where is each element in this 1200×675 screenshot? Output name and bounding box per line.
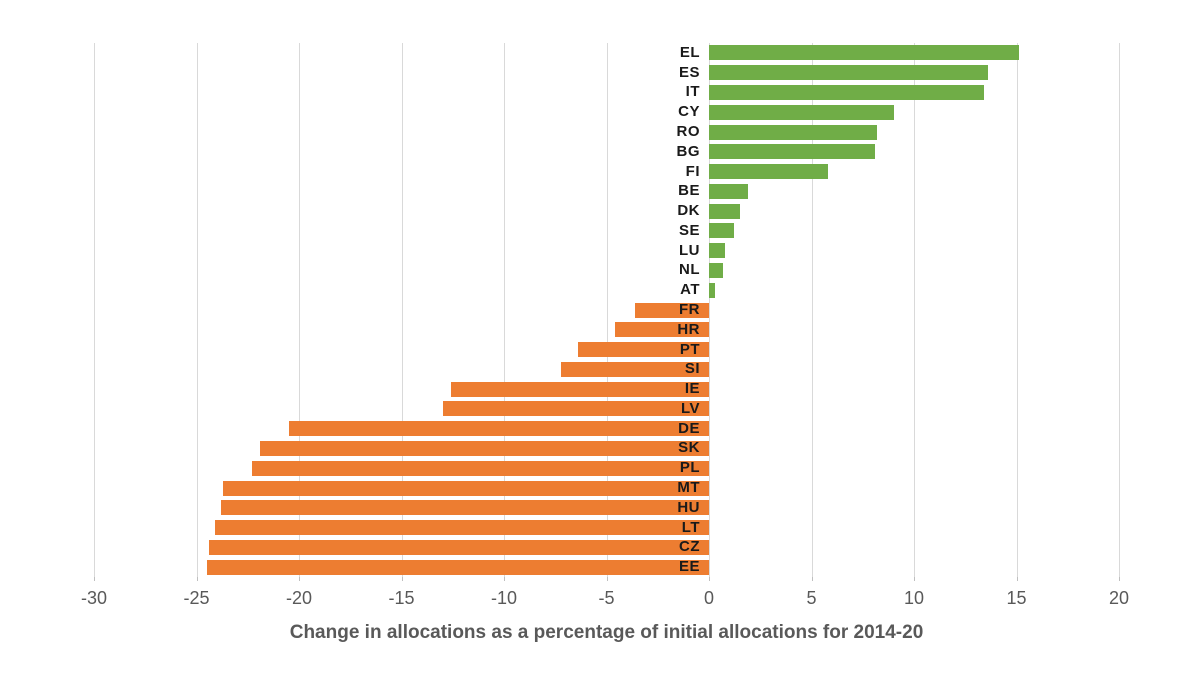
category-label-nl: NL — [679, 261, 700, 279]
category-label-si: SI — [684, 360, 700, 378]
category-label-ro: RO — [676, 123, 700, 140]
bar-mt — [223, 480, 709, 496]
bar-sk — [260, 440, 709, 456]
gridline — [606, 43, 608, 577]
category-label-pt: PT — [679, 340, 700, 358]
category-label-fi: FI — [685, 162, 700, 180]
x-tick-label: -25 — [183, 588, 210, 608]
category-label-lv: LV — [680, 399, 700, 417]
bar-cy — [709, 104, 894, 120]
axis-tick — [299, 577, 300, 581]
x-tick-label: 20 — [1108, 588, 1130, 608]
x-tick-label: -30 — [80, 588, 107, 608]
x-axis-title: Change in allocations as a percentage of… — [289, 622, 924, 643]
bar-fr — [635, 302, 709, 318]
gridline — [811, 43, 813, 577]
bar-el — [709, 45, 1019, 61]
category-label-ie: IE — [684, 380, 700, 398]
bar-lt — [214, 520, 709, 536]
category-label-el: EL — [679, 43, 700, 61]
axis-tick — [504, 577, 505, 581]
bar-ro — [709, 124, 878, 140]
bar-ie — [450, 381, 709, 397]
gridline — [709, 43, 710, 577]
axis-tick — [94, 577, 95, 581]
gridline — [299, 43, 300, 577]
bar-at — [709, 282, 716, 298]
category-label-be: BE — [678, 182, 700, 200]
bar-bg — [709, 144, 876, 160]
x-tick-label: 15 — [1006, 588, 1027, 608]
category-label-se: SE — [678, 221, 700, 239]
axis-tick — [1119, 577, 1120, 581]
gridline — [1119, 43, 1120, 577]
category-label-es: ES — [678, 63, 700, 81]
x-tick-label: -15 — [388, 588, 415, 608]
plot-area: -30 -25 -20 -15 -10 -5 0 5 10 15 20 EL ES IT CY RO BG FI B… — [81, 43, 1129, 608]
category-label-dk: DK — [677, 202, 700, 220]
bar-si — [561, 361, 709, 377]
category-label-bg: BG — [676, 142, 700, 160]
category-label-hr: HR — [677, 320, 700, 338]
bar-pl — [251, 460, 709, 476]
axis-tick — [1016, 577, 1018, 581]
axis-tick — [811, 577, 813, 581]
category-label-at: AT — [680, 281, 700, 299]
gridline — [1016, 43, 1018, 577]
category-label-hu: HU — [677, 498, 700, 516]
bar-be — [709, 183, 748, 199]
bar-ee — [206, 559, 709, 575]
bar-nl — [709, 262, 724, 278]
category-label-it: IT — [685, 83, 700, 101]
axis-tick — [606, 577, 608, 581]
bar-lu — [709, 243, 726, 259]
bar-fi — [709, 164, 828, 180]
x-tick-label: 5 — [806, 588, 817, 608]
gridline — [94, 43, 95, 577]
category-label-fr: FR — [679, 301, 700, 318]
category-label-sk: SK — [678, 439, 700, 457]
bar-pt — [577, 342, 709, 358]
axis-tick — [709, 577, 710, 581]
category-label-lt: LT — [681, 518, 700, 536]
x-tick-label: -10 — [490, 588, 517, 608]
bar-dk — [709, 203, 740, 219]
bar-cz — [208, 539, 709, 555]
gridline — [914, 43, 915, 577]
x-tick-label: -5 — [598, 588, 615, 608]
gridline — [401, 43, 403, 577]
axis-tick — [196, 577, 198, 581]
category-label-cz: CZ — [679, 538, 700, 556]
category-label-lu: LU — [679, 241, 700, 259]
bar-hu — [221, 500, 709, 516]
bar-de — [288, 421, 709, 437]
category-label-mt: MT — [677, 479, 700, 496]
category-label-cy: CY — [678, 103, 700, 121]
gridline — [196, 43, 198, 577]
category-label-ee: EE — [678, 558, 700, 576]
axis-tick — [401, 577, 403, 581]
gridline — [504, 43, 505, 577]
bar-hr — [614, 322, 709, 338]
x-tick-label: 10 — [903, 588, 925, 608]
bar-es — [709, 65, 988, 81]
x-tick-label: -20 — [285, 588, 312, 608]
bar-se — [709, 223, 734, 239]
bar-lv — [442, 401, 709, 417]
axis-tick — [914, 577, 915, 581]
x-tick-label: 0 — [703, 588, 714, 608]
category-label-pl: PL — [679, 459, 700, 477]
category-label-de: DE — [678, 419, 700, 437]
bar-it — [709, 84, 984, 100]
